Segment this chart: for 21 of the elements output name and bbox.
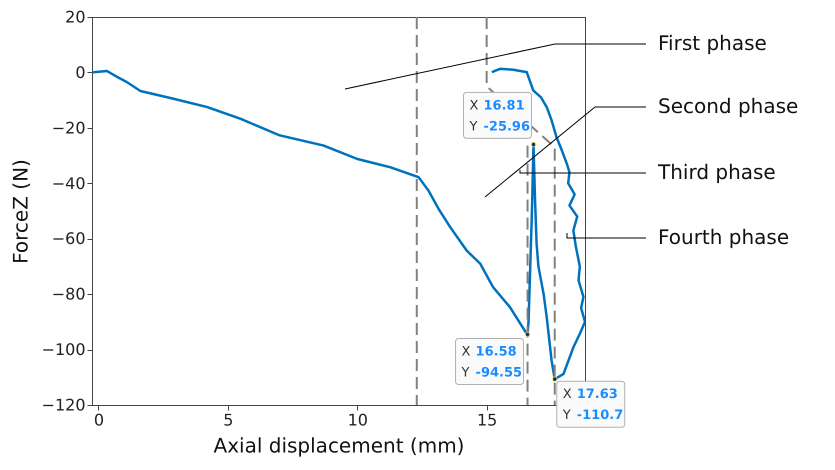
text: First phase xyxy=(658,31,767,55)
y-tick-label: −40 xyxy=(52,174,86,193)
x-tick-label: 10 xyxy=(348,410,368,430)
y-tick-label: −20 xyxy=(52,118,86,138)
y-tick-label: 0 xyxy=(75,62,86,82)
y-tick-label: −120 xyxy=(42,396,86,414)
text: Second phase xyxy=(658,94,798,118)
x-tick-label: 15 xyxy=(476,410,498,430)
x-tick-label: 5 xyxy=(223,410,234,430)
x-tick-label: 0 xyxy=(94,410,104,430)
y-tick-label: 20 xyxy=(65,8,86,26)
y-tick-label: −60 xyxy=(52,229,86,248)
y-tick-label: −100 xyxy=(42,340,86,360)
annotation: X 16.58 Y -94.55 xyxy=(460,344,522,380)
text: Third phase xyxy=(657,160,776,184)
text: Fourth phase xyxy=(658,225,790,249)
annotation: X 16.81 Y -25.96 xyxy=(468,98,530,134)
annotation: X 17.63 Y -110.7 xyxy=(562,387,624,424)
y-tick-label: −80 xyxy=(52,284,86,304)
x-axis-title: Axial displacement (mm) xyxy=(214,434,464,458)
y-axis-title: ForceZ (N) xyxy=(8,159,33,264)
